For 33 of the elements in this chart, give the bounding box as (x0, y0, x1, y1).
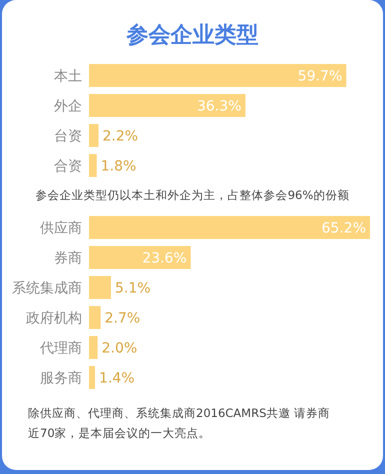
text: 除供应商、代理商、系统集成商2016CAMRS共邀 请券商近70家，是本届会议的一大亮点。 (28, 406, 330, 440)
y-tick-label: 外企 (54, 98, 82, 114)
y-tick-label: 本土 (54, 68, 82, 84)
data-label: 23.6% (142, 250, 187, 266)
bar (89, 154, 97, 177)
data-label: 59.7% (298, 68, 342, 84)
y-tick-label: 系统集成商 (12, 280, 82, 296)
bar (89, 366, 96, 389)
data-label: 1.8% (100, 158, 136, 174)
data-label: 65.2% (322, 220, 366, 236)
data-label: 36.3% (196, 98, 242, 114)
bar (89, 336, 98, 359)
chart-title: 参会企业类型 (126, 23, 258, 48)
y-tick-label: 券商 (54, 250, 82, 266)
y-tick-label: 供应商 (40, 220, 82, 236)
y-tick-label: 代理商 (39, 340, 82, 356)
text: 参会企业类型仍以本土和外企为主，占整体参会96%的份额 (36, 188, 350, 202)
data-label: 2.0% (102, 340, 138, 356)
y-tick-label: 政府机构 (26, 310, 82, 326)
bar (89, 246, 191, 269)
bar (89, 306, 101, 329)
bar (89, 216, 370, 239)
data-label: 2.2% (102, 128, 138, 144)
bar (89, 94, 246, 117)
data-label: 5.1% (114, 280, 151, 296)
bar (89, 124, 98, 147)
bar (89, 276, 111, 299)
data-label: 1.4% (99, 370, 135, 386)
y-tick-label: 服务商 (40, 370, 82, 386)
y-tick-label: 台资 (54, 128, 82, 144)
y-tick-label: 合资 (54, 158, 82, 174)
data-label: 2.7% (104, 310, 140, 326)
bar (89, 64, 346, 87)
